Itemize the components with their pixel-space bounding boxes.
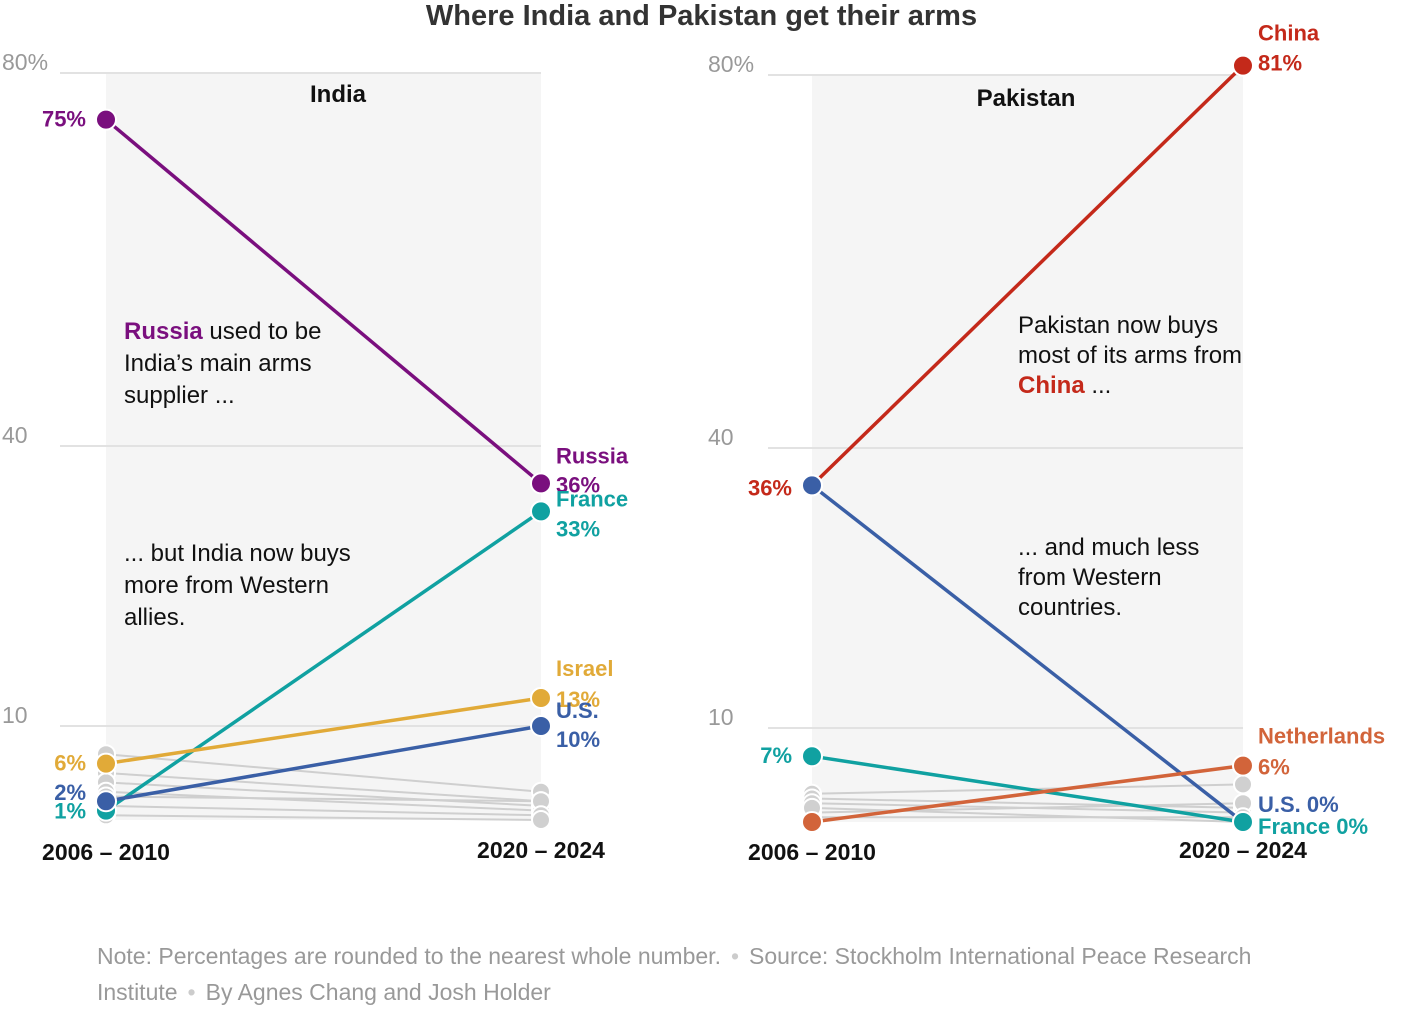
india-annotation-2-text: ... but India now buys more from Western… [124,540,351,631]
pakistan-y-tick-label: 10 [708,704,734,730]
india-y-tick-label: 10 [2,702,28,728]
india-other-series-line [105,781,542,807]
footer-note: Note: Percentages are rounded to the nea… [97,943,721,969]
india-other-series-line [105,795,542,803]
footer-separator: • [187,979,196,1005]
charts-canvas: 80% 40 10 India 2006 – 2010 2020 – 2024 80% 40 1… [2,21,1385,865]
india-other-series-line [105,814,542,821]
india-us-end-point [530,715,552,737]
india-france-end-label-value: 33% [556,516,600,541]
india-russia-start-point [95,108,117,131]
india-other-series-line [105,804,542,817]
india-russia-start-label: 75% [42,107,86,132]
pakistan-other-series-line [811,806,1244,823]
india-israel-line [105,696,542,766]
pakistan-netherlands-end-point [1232,754,1254,777]
footer-source: Source: Stockholm International Peace Re… [97,943,1252,1005]
pakistan-france-start-point [801,745,823,768]
india-us-end-label-value: 10% [556,727,600,752]
india-us-start-label: 2% [54,780,86,805]
pakistan-annotation-1-text-before: Pakistan now buys most of its arms from [1018,312,1243,369]
india-france-start-label: 1% [54,799,86,824]
india-y-tick-label: 40 [2,422,28,448]
india-x-category-label: 2020 – 2024 [477,837,605,863]
india-russia-end-point [530,472,552,495]
pakistan-other-series-point [1233,774,1253,795]
pakistan-us-start-point [801,474,823,497]
india-france-end-label-name: France [556,486,628,511]
pakistan-china-end-label-name: China [1258,21,1320,46]
pakistan-france-end-label: France 0% [1258,814,1368,839]
india-other-series-line [105,790,542,812]
india-annotation-1: Russia used to be India’s main arms supp… [124,316,384,412]
pakistan-panel-title: Pakistan [977,85,1076,112]
pakistan-us-end-label: U.S. 0% [1258,792,1339,817]
india-annotation-1-highlight: Russia [124,318,203,345]
pakistan-annotation-2: ... and much less from Western countries… [1018,533,1238,623]
india-x-category-label: 2006 – 2010 [42,839,170,865]
india-other-series-point [531,810,551,830]
india-russia-end-label-name: Russia [556,443,629,468]
pakistan-france-start-label: 7% [760,743,792,768]
india-israel-end-label-name: Israel [556,656,614,681]
india-russia-line [104,118,543,485]
india-other-series-line [105,772,542,803]
pakistan-x-category-label: 2006 – 2010 [748,839,876,865]
pakistan-china-end-label-value: 81% [1258,51,1302,76]
india-panel-title: India [310,81,367,108]
india-annotation-1-text: used to be India’s main arms supplier ..… [124,318,322,409]
pakistan-other-series-line [811,797,1244,809]
india-y-tick-label: 80% [2,49,48,75]
pakistan-netherlands-start-point [801,811,823,833]
footer-separator: • [730,943,740,969]
india-israel-end-label-value: 13% [556,687,600,712]
chart-title: Where India and Pakistan get their arms [425,0,978,32]
pakistan-us-line [810,483,1245,824]
india-israel-start-point [95,752,117,775]
india-france-end-point [530,500,552,523]
pakistan-annotation-1: Pakistan now buys most of its arms from … [1018,311,1243,401]
pakistan-annotation-1-highlight: China [1018,372,1085,399]
india-annotation-2: ... but India now buys more from Western… [124,538,394,634]
india-us-start-point [95,790,117,813]
pakistan-china-line [810,64,1245,487]
pakistan-netherlands-end-label-value: 6% [1258,755,1290,780]
india-france-line [105,509,542,813]
pakistan-annotation-2-text: ... and much less from Western countries… [1018,534,1200,621]
india-us-end-label-name: U.S. [556,698,599,723]
pakistan-y-tick-label: 80% [708,51,754,77]
pakistan-netherlands-end-label-name: Netherlands [1258,724,1385,749]
pakistan-china-start-label: 36% [748,475,792,500]
pakistan-annotation-1-text-after: ... [1084,372,1112,399]
india-israel-start-label: 6% [54,751,86,776]
pakistan-china-end-point [1232,54,1254,77]
india-russia-end-label-value: 36% [556,472,600,497]
india-israel-end-point [530,687,552,709]
pakistan-france-line [811,754,1244,824]
pakistan-france-end-point [1232,811,1254,833]
pakistan-y-tick-label: 40 [708,424,734,450]
footer-byline: By Agnes Chang and Josh Holder [205,979,551,1005]
pakistan-netherlands-line [811,763,1244,824]
india-us-line [105,724,542,803]
footer: Note: Percentages are rounded to the nea… [97,938,1277,1010]
pakistan-x-category-label: 2020 – 2024 [1179,837,1307,863]
